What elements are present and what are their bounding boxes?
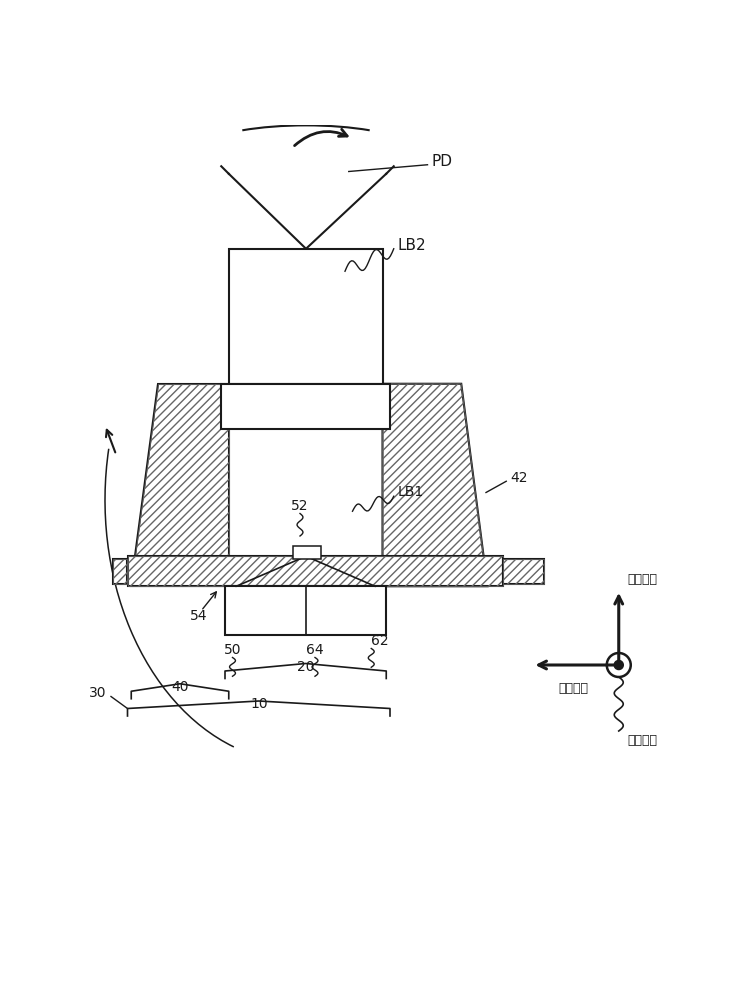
- Polygon shape: [503, 558, 544, 584]
- Text: 30: 30: [88, 686, 106, 700]
- Text: 64: 64: [306, 643, 324, 657]
- Polygon shape: [292, 546, 321, 559]
- Text: 10: 10: [250, 697, 268, 711]
- Text: 短辺方向: 短辺方向: [559, 682, 589, 694]
- Text: 長辺方向: 長辺方向: [628, 734, 658, 747]
- Text: 54: 54: [190, 609, 208, 623]
- Text: LB1: LB1: [398, 486, 424, 499]
- Polygon shape: [128, 556, 502, 586]
- Polygon shape: [112, 558, 128, 584]
- Text: 40: 40: [171, 680, 189, 694]
- Text: LB2: LB2: [398, 237, 426, 252]
- Text: 52: 52: [291, 499, 309, 514]
- Text: 20: 20: [297, 660, 314, 674]
- Text: PD: PD: [431, 153, 452, 168]
- Polygon shape: [131, 384, 229, 586]
- Text: 高度方向: 高度方向: [628, 573, 658, 586]
- Polygon shape: [225, 586, 386, 635]
- Circle shape: [614, 660, 623, 670]
- Text: 50: 50: [224, 643, 242, 657]
- Polygon shape: [221, 384, 390, 429]
- Text: 62: 62: [371, 634, 388, 648]
- Polygon shape: [382, 384, 488, 586]
- Polygon shape: [229, 249, 382, 384]
- Text: 42: 42: [510, 471, 527, 485]
